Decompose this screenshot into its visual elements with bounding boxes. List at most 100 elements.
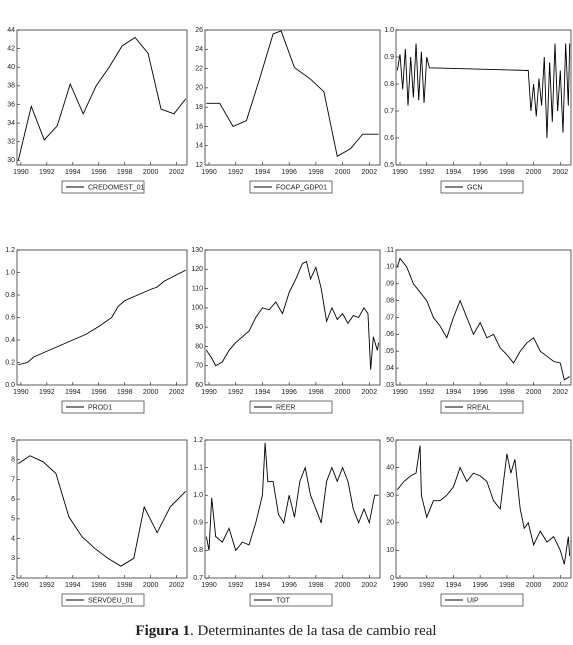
x-tick-label: 1998: [117, 389, 133, 396]
series-line: [18, 455, 187, 567]
y-tick-label: 0.7: [193, 575, 203, 582]
y-tick-label: 1.1: [193, 464, 203, 471]
x-tick-label: 1996: [91, 389, 107, 396]
x-tick-label: 1998: [117, 169, 133, 176]
y-tick-label: 6: [11, 496, 15, 503]
x-tick-label: 1992: [228, 169, 244, 176]
y-tick-label: 20: [386, 520, 394, 527]
legend-box: [249, 180, 333, 194]
x-tick-label: 1992: [39, 169, 55, 176]
x-tick-label: 1994: [446, 582, 462, 589]
x-tick-label: 1994: [65, 169, 81, 176]
chart-panel: 0.0 0.2 0.4 0.6 0.8 1.0 1.2 1990 1992 1994 1996 199…: [5, 247, 188, 414]
y-tick-label: 32: [7, 139, 15, 146]
x-tick-label: 1996: [91, 582, 107, 589]
plot-frame: [204, 439, 381, 579]
x-tick-label: 1996: [472, 169, 488, 176]
series-line: [205, 442, 379, 552]
legend-label: TOT: [276, 597, 291, 604]
chart-panel: 0.5 0.6 0.7 0.8 0.9 1.0 1990 1992 1994 1996 1998 20…: [384, 27, 572, 194]
x-tick-label: 1998: [499, 169, 515, 176]
x-tick-label: 1994: [255, 389, 271, 396]
x-tick-label: 1992: [419, 169, 435, 176]
y-tick-label: 0.8: [193, 547, 203, 554]
y-tick-label: 16: [195, 123, 203, 130]
y-tick-label: 0.4: [5, 337, 15, 344]
x-tick-label: 1996: [91, 169, 107, 176]
y-tick-label: 80: [195, 343, 203, 350]
x-tick-label: 1992: [228, 582, 244, 589]
x-tick-label: 2002: [553, 389, 569, 396]
y-tick-label: 0.8: [384, 81, 394, 88]
y-tick-label: 130: [191, 247, 203, 254]
y-tick-label: 0.6: [384, 135, 394, 142]
y-tick-label: 3: [11, 555, 15, 562]
y-tick-label: 12: [195, 162, 203, 169]
legend-label: GCN: [467, 184, 483, 191]
legend-label: CREDOMEST_01: [88, 184, 145, 191]
y-tick-label: 1.2: [5, 247, 15, 254]
y-tick-label: 1.2: [193, 437, 203, 444]
y-tick-label: 0.9: [384, 54, 394, 61]
x-tick-label: 2002: [169, 169, 185, 176]
y-tick-label: 40: [7, 64, 15, 71]
series-line: [18, 269, 186, 366]
y-tick-label: 120: [191, 266, 203, 273]
x-tick-label: 1994: [65, 582, 81, 589]
x-tick-label: 1998: [308, 169, 324, 176]
x-tick-label: 1998: [499, 389, 515, 396]
y-tick-label: 0.8: [5, 292, 15, 299]
chart-panel: 12 14 16 18 20 22 24 26 1990 1992 1994 1996 1998 2000…: [195, 27, 381, 194]
y-tick-label: 44: [7, 27, 15, 34]
x-tick-label: 1992: [39, 582, 55, 589]
y-tick-label: 10: [386, 547, 394, 554]
plot-frame: [395, 439, 572, 579]
plot-frame: [16, 249, 188, 386]
chart-panel: 0.7 0.8 0.9 1.0 1.1 1.2 1990 1992 1994 1996 1998 20…: [193, 437, 381, 607]
y-tick-label: .11: [385, 247, 394, 254]
x-tick-label: 1990: [13, 169, 29, 176]
plot-frame: [395, 249, 572, 386]
x-tick-label: 1996: [281, 582, 297, 589]
y-tick-label: 22: [195, 65, 203, 72]
x-tick-label: 2000: [143, 582, 159, 589]
y-tick-label: .07: [384, 314, 394, 321]
legend-label: UIP: [467, 597, 479, 604]
chart-panel: .03 .04 .05 .06 .07 .08 .09 .10 .11 1990 1992 1994 1…: [384, 247, 572, 414]
y-tick-label: 1.0: [384, 27, 394, 34]
series-line: [17, 36, 187, 161]
plot-frame: [204, 29, 381, 166]
x-tick-label: 1990: [201, 389, 217, 396]
legend-box: [61, 593, 145, 607]
legend-label: SERVDEU_01: [88, 597, 134, 604]
y-tick-label: .05: [384, 348, 394, 355]
y-tick-label: 1.0: [193, 492, 203, 499]
y-tick-label: 24: [195, 46, 203, 53]
y-tick-label: 100: [191, 305, 203, 312]
x-tick-label: 1998: [308, 389, 324, 396]
y-tick-label: 38: [7, 83, 15, 90]
x-tick-label: 1990: [201, 169, 217, 176]
x-tick-label: 1990: [392, 582, 408, 589]
plot-frame: [204, 249, 381, 386]
x-tick-label: 1996: [472, 582, 488, 589]
y-tick-label: 18: [195, 104, 203, 111]
y-tick-label: 50: [386, 437, 394, 444]
series-line: [396, 445, 571, 565]
x-tick-label: 1990: [392, 169, 408, 176]
x-tick-label: 2000: [143, 389, 159, 396]
y-tick-label: 30: [7, 157, 15, 164]
x-tick-label: 1996: [281, 169, 297, 176]
x-tick-label: 2000: [335, 582, 351, 589]
y-tick-label: 0: [390, 575, 394, 582]
series-line: [206, 30, 379, 158]
y-tick-label: 0.9: [193, 520, 203, 527]
y-tick-label: 5: [11, 516, 15, 523]
legend-label: FOCAP_GDP01: [276, 184, 327, 191]
caption-text: . Determinantes de la tasa de cambio rea…: [190, 623, 437, 639]
y-tick-label: 14: [195, 143, 203, 150]
x-tick-label: 2000: [526, 169, 542, 176]
legend-box: [440, 593, 524, 607]
